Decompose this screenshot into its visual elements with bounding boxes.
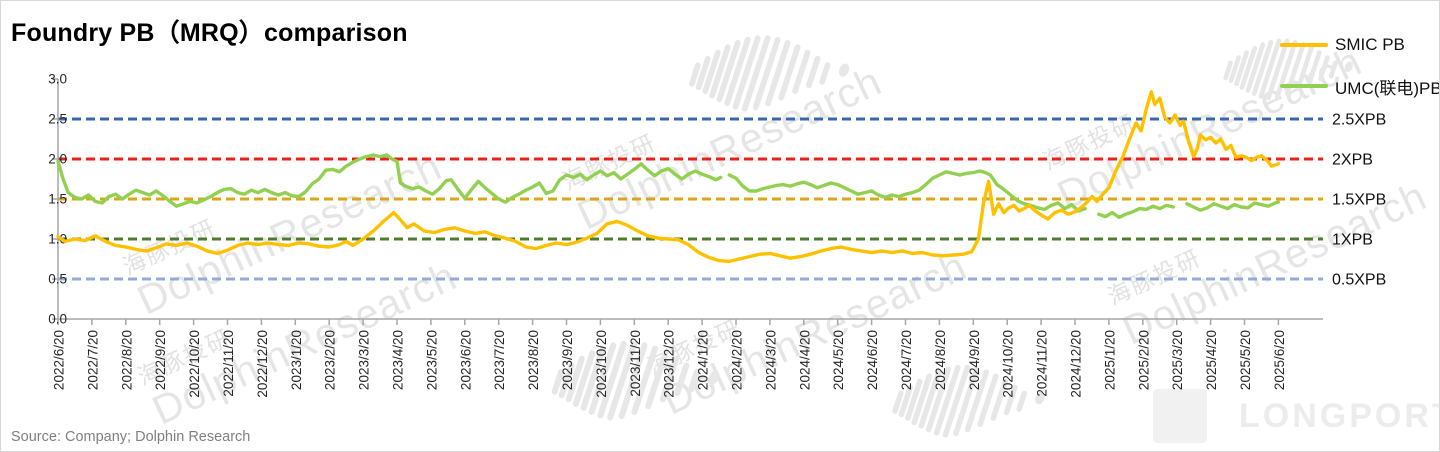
x-axis-label: 2024/5/20	[831, 330, 846, 390]
x-axis-label: 2024/2/20	[730, 330, 745, 390]
y-axis-label: 0.0	[48, 312, 67, 327]
x-axis-label: 2024/4/20	[797, 330, 812, 390]
x-axis-label: 2024/7/20	[899, 330, 914, 390]
x-axis-label: 2025/1/20	[1102, 330, 1117, 390]
x-axis-label: 2024/3/20	[763, 330, 778, 390]
longport-text: LONGPORT	[1239, 396, 1440, 435]
y-axis-label: 1.5	[48, 192, 67, 207]
dolphin-bars-watermark-icon	[688, 35, 850, 112]
x-axis-label: 2024/12/20	[1069, 330, 1084, 398]
x-axis-label: 2022/8/20	[119, 330, 134, 390]
umc-line-swatch-icon	[1280, 83, 1328, 89]
legend-item-smic: SMIC PB	[1280, 35, 1439, 54]
ref-line-label-2.5xpb: 2.5XPB	[1332, 112, 1386, 129]
x-axis-label: 2025/4/20	[1204, 330, 1219, 390]
ref-line-label-0.5xpb: 0.5XPB	[1332, 272, 1386, 289]
x-axis-label: 2024/1/20	[696, 330, 711, 390]
series-line-smic	[56, 90, 1281, 264]
x-axis-label: 2023/2/20	[323, 330, 338, 390]
source-note: Source: Company; Dolphin Research	[11, 429, 251, 445]
x-axis-label: 2024/6/20	[865, 330, 880, 390]
dolphin-bars-watermark-icon	[1223, 38, 1353, 101]
dolphin-bars-watermark-icon	[892, 364, 1045, 438]
x-axis-label: 2024/8/20	[933, 330, 948, 390]
x-axis-label: 2024/9/20	[967, 330, 982, 390]
smic-line-swatch-icon	[1280, 42, 1328, 48]
x-axis-label: 2022/11/20	[221, 330, 236, 397]
x-axis-label: 2022/12/20	[255, 330, 270, 398]
x-axis-label: 2024/10/20	[1001, 330, 1016, 398]
x-axis-label: 2022/7/20	[85, 330, 100, 390]
y-axis-label: 1.0	[48, 232, 67, 247]
longport-logo-icon	[1153, 389, 1207, 443]
x-axis-label: 2023/1/20	[289, 330, 304, 390]
x-axis-label: 2023/8/20	[526, 330, 541, 390]
x-axis-label: 2022/9/20	[153, 330, 168, 390]
ref-line-label-1xpb: 1XPB	[1332, 232, 1373, 249]
x-axis-label: 2025/6/20	[1272, 330, 1287, 390]
x-axis-label: 2023/9/20	[560, 330, 575, 390]
y-axis-label: 3.0	[48, 72, 67, 87]
x-axis-label: 2023/12/20	[662, 330, 677, 398]
x-axis-label: 2023/6/20	[458, 330, 473, 390]
dolphin-bars-watermark-icon	[551, 340, 720, 421]
ref-line-label-2xpb: 2XPB	[1332, 152, 1373, 169]
y-axis-label: 0.5	[48, 272, 67, 287]
series-line-umc	[56, 153, 1281, 220]
y-axis-label: 2.0	[48, 152, 67, 167]
legend-label-smic: SMIC PB	[1335, 35, 1405, 54]
x-axis-label: 2022/6/20	[52, 330, 67, 390]
x-axis-label: 2025/2/20	[1136, 330, 1151, 390]
x-axis-label: 2024/11/20	[1035, 330, 1050, 397]
x-axis-label: 2023/5/20	[424, 330, 439, 390]
x-axis-label: 2023/10/20	[594, 330, 609, 398]
ref-line-label-1.5xpb: 1.5XPB	[1332, 192, 1386, 209]
x-axis-label: 2025/5/20	[1238, 330, 1253, 390]
longport-watermark: LONGPORT	[1153, 389, 1440, 443]
chart-title: Foundry PB（MRQ）comparison	[11, 19, 408, 47]
legend-label-umc: UMC(联电)PB	[1335, 78, 1440, 98]
x-axis-label: 2023/11/20	[628, 330, 643, 397]
chart-legend: SMIC PB UMC(联电)PB	[1280, 35, 1439, 118]
x-axis-label: 2025/3/20	[1170, 330, 1185, 390]
x-axis-label: 2022/10/20	[187, 330, 202, 398]
x-axis-label: 2023/3/20	[357, 330, 372, 390]
x-axis-label: 2023/4/20	[391, 330, 406, 390]
x-axis-label: 2023/7/20	[492, 330, 507, 390]
y-axis-label: 2.5	[48, 112, 67, 127]
legend-item-umc: UMC(联电)PB	[1280, 77, 1439, 98]
